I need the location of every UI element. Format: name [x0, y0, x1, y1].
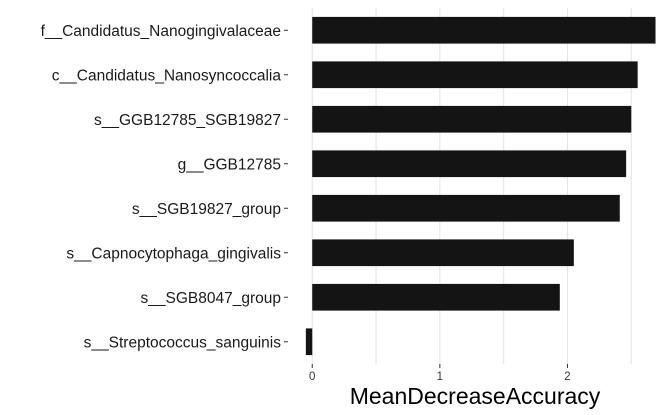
bar-s__SGB8047_group [312, 283, 560, 311]
category-label: c__Candidatus_Nanosyncoccalia [52, 67, 282, 84]
category-label: g__GGB12785 [178, 156, 281, 173]
category-label: s__GGB12785_SGB19827 [94, 112, 281, 129]
bars-layer [305, 16, 656, 356]
bar-s__SGB19827_group [312, 194, 620, 222]
bar-f__Candidatus_Nanogingivalaceae [312, 16, 656, 44]
bar-s__Streptococcus_sanguinis [305, 328, 313, 356]
bar-s__GGB12785_SGB19827 [312, 105, 632, 133]
category-label: f__Candidatus_Nanogingivalaceae [41, 23, 281, 40]
bar-g__GGB12785 [312, 150, 627, 178]
category-label: s__SGB8047_group [141, 290, 281, 307]
category-label: s__Capnocytophaga_gingivalis [66, 245, 281, 262]
bar-c__Candidatus_Nanosyncoccalia [312, 61, 638, 89]
x-axis-title: MeanDecreaseAccuracy [350, 383, 601, 409]
category-labels: f__Candidatus_Nanogingivalaceae c__Candid… [41, 23, 288, 351]
x-tick-label: 2 [564, 371, 570, 383]
x-axis-ticks: 0 1 2 [309, 364, 571, 383]
category-label: s__Streptococcus_sanguinis [84, 334, 282, 351]
x-tick-label: 0 [309, 371, 315, 383]
x-tick-label: 1 [437, 371, 443, 383]
bar-s__Capnocytophaga_gingivalis [312, 239, 574, 267]
category-label: s__SGB19827_group [132, 201, 281, 218]
